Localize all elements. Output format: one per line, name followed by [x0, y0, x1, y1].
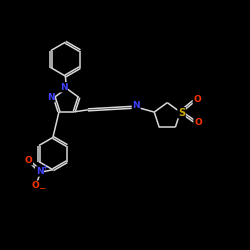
Text: N: N: [132, 100, 140, 110]
Text: +: +: [42, 163, 48, 172]
Text: −: −: [38, 183, 45, 192]
Text: O: O: [25, 156, 32, 165]
Text: N: N: [60, 83, 68, 92]
Text: O: O: [193, 95, 201, 104]
Text: N: N: [47, 93, 54, 102]
Text: S: S: [178, 108, 185, 118]
Text: O: O: [32, 181, 40, 190]
Text: N: N: [36, 167, 43, 176]
Text: O: O: [194, 118, 202, 127]
